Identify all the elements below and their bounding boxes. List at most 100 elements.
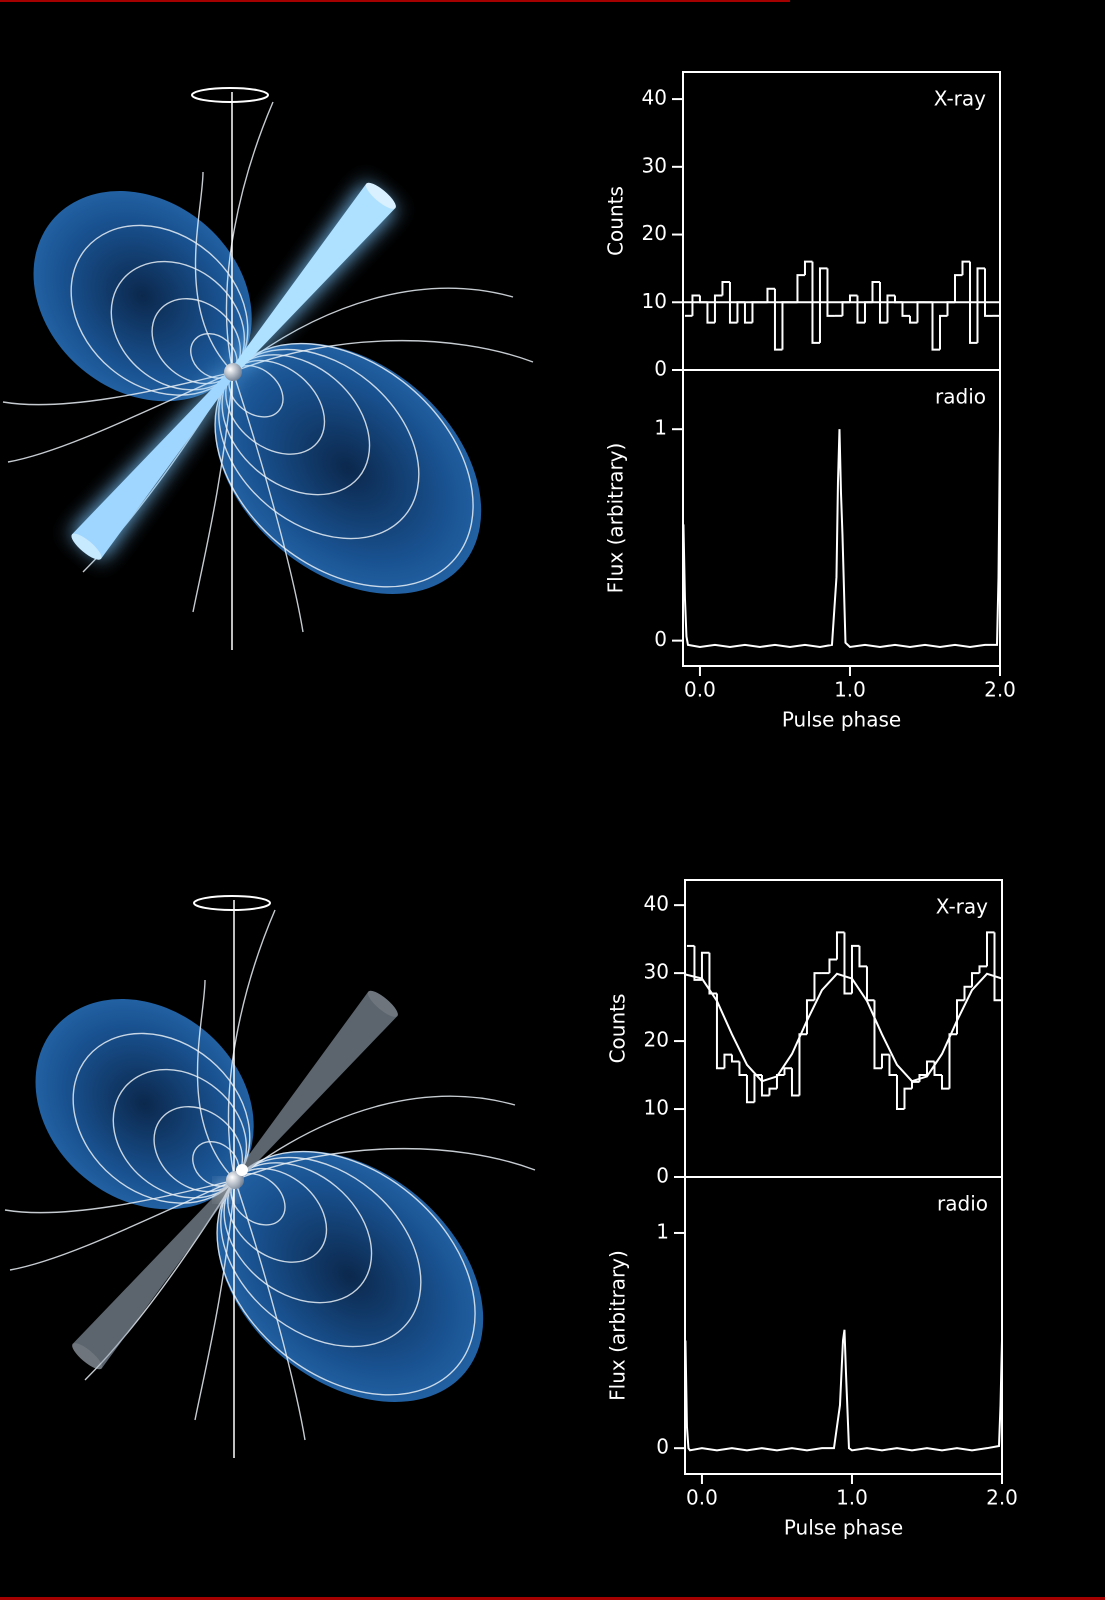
- histogram-bin: [706, 302, 715, 324]
- y-axis-label: Flux (arbitrary): [604, 443, 628, 594]
- panel-label: X-ray: [936, 895, 988, 919]
- hot-spot: [236, 1164, 248, 1176]
- histogram-bin: [783, 1067, 792, 1076]
- histogram-bin: [745, 1075, 755, 1104]
- histogram-bin: [903, 1087, 912, 1110]
- x-axis-label: Pulse phase: [784, 1516, 903, 1540]
- y-tick-label: 10: [642, 289, 667, 313]
- y-tick-label: 20: [644, 1028, 669, 1052]
- histogram-bin: [693, 945, 702, 981]
- y-tick-label: 20: [642, 221, 667, 245]
- histogram-bin: [880, 1053, 890, 1069]
- histogram-bin: [910, 1080, 920, 1089]
- histogram-bin: [768, 1087, 777, 1096]
- histogram-bin: [723, 1053, 732, 1069]
- y-axis-label: Counts: [604, 186, 628, 256]
- histogram-bin: [865, 966, 875, 1002]
- panel-label: X-ray: [934, 87, 986, 111]
- histogram-bin: [886, 294, 895, 323]
- histogram-bin: [826, 268, 835, 317]
- hot-spot: [219, 1183, 233, 1197]
- histogram-bin: [946, 301, 955, 316]
- histogram-bin: [835, 931, 845, 960]
- histogram-bin: [753, 1074, 762, 1103]
- histogram-bin: [738, 1061, 747, 1077]
- rotation-arrow: [191, 87, 269, 103]
- histogram-bin: [940, 1075, 950, 1090]
- histogram-bin: [728, 281, 738, 324]
- x-tick-label: 0.0: [684, 678, 716, 702]
- neutron-star: [226, 1171, 244, 1189]
- histogram-bin: [871, 280, 880, 303]
- flux-line: [684, 1329, 1003, 1452]
- histogram-bin: [721, 280, 730, 296]
- beam: [70, 182, 397, 561]
- top-rule: [0, 0, 790, 2]
- histogram-bin: [708, 952, 717, 995]
- y-axis-label: Flux (arbitrary): [606, 1250, 630, 1401]
- histogram-bin: [803, 260, 813, 276]
- y-tick-label: 1: [654, 416, 667, 440]
- y-tick-label: 40: [644, 892, 669, 916]
- histogram-bin: [700, 951, 710, 980]
- histogram-bin: [730, 1054, 740, 1063]
- histogram-bin: [976, 267, 985, 343]
- histogram-bin: [993, 932, 1002, 1002]
- histogram-bin: [878, 281, 888, 324]
- plot-frame: [682, 71, 1001, 371]
- x-tick-label: 1.0: [836, 1486, 868, 1510]
- histogram-bin: [963, 985, 972, 1001]
- histogram-bin: [811, 261, 820, 344]
- panel-label: radio: [937, 1192, 988, 1216]
- histogram-bin: [715, 993, 725, 1070]
- histogram-bin: [848, 294, 858, 303]
- flux-line: [682, 429, 1001, 649]
- histogram-bin: [938, 314, 948, 350]
- histogram-bin: [698, 295, 708, 304]
- x-tick-label: 1.0: [834, 678, 866, 702]
- histogram-bin: [691, 294, 700, 316]
- histogram-bin: [970, 972, 980, 987]
- histogram-bin: [775, 1074, 785, 1089]
- histogram-bin: [813, 972, 822, 1001]
- y-tick-label: 30: [644, 960, 669, 984]
- histogram-bin: [968, 261, 978, 344]
- histogram-bin: [873, 1000, 882, 1070]
- y-tick-label: 1: [656, 1219, 669, 1243]
- histogram-bin: [863, 301, 873, 323]
- histogram-bin: [751, 301, 760, 323]
- histogram-bin: [953, 274, 963, 303]
- histogram-bin: [888, 1054, 897, 1077]
- histogram-bin: [781, 301, 790, 350]
- y-tick-label: 40: [642, 86, 667, 110]
- x-tick-label: 0.0: [686, 1486, 718, 1510]
- pulsar-illustration-bottom: [0, 895, 536, 1458]
- plot-frame: [684, 1176, 1003, 1475]
- panel-label: radio: [935, 385, 986, 409]
- histogram-bin: [925, 1060, 935, 1076]
- histogram-bin: [743, 302, 753, 324]
- y-tick-label: 30: [642, 153, 667, 177]
- histogram-bin: [766, 287, 775, 303]
- y-tick-label: 10: [644, 1096, 669, 1120]
- y-axis-label: Counts: [606, 994, 630, 1064]
- pulsar-illustration-top: [0, 87, 534, 650]
- y-tick-label: 0: [656, 1164, 669, 1188]
- histogram-bin: [895, 1075, 905, 1111]
- histogram-bin: [893, 295, 903, 304]
- histogram-bin: [901, 302, 910, 317]
- histogram-bin: [856, 295, 865, 324]
- x-axis-label: Pulse phase: [782, 708, 901, 732]
- magnetic-field: [0, 101, 534, 646]
- rotation-arrow: [193, 895, 271, 911]
- histogram-bin: [985, 931, 995, 967]
- histogram-bin: [843, 932, 852, 995]
- histogram-bin: [773, 288, 783, 351]
- histogram-bin: [713, 294, 723, 323]
- histogram-bin: [858, 945, 867, 968]
- neutron-star: [224, 363, 242, 381]
- y-tick-label: 0: [654, 627, 667, 651]
- beam: [72, 990, 398, 1370]
